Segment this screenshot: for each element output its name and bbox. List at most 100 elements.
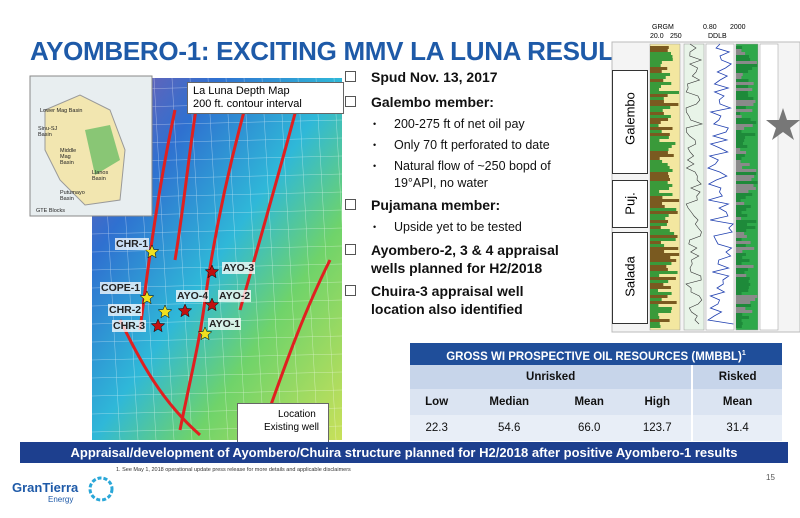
well-star [204,264,220,279]
log-band [736,307,746,310]
group-header: Unrisked [410,365,694,389]
log-band [650,199,680,202]
log-band [650,79,664,82]
column-header: Mean [574,396,604,408]
sub-bullet: 200-275 ft of net oil pay [371,116,601,133]
basin [85,125,120,175]
track-header: GRGM [652,24,674,31]
log-band [650,70,662,73]
inset-label: Sinu-SJ Basin [38,126,58,138]
log-band [650,316,660,319]
log-band [650,85,661,88]
log-tracks [649,43,779,331]
log-band [650,244,665,247]
zone-label: Galembo [622,92,638,145]
grid-line [315,77,337,441]
log-band [650,250,665,253]
inset-label: GTE Blocks [36,208,66,214]
log-band [650,88,660,91]
log-band [736,91,748,94]
log-band [736,121,757,124]
log-curve [707,43,734,325]
log-band [736,274,747,277]
resource-table: GROSS WI PROSPECTIVE OIL RESOURCES (MMBB… [410,343,782,441]
log-band [650,313,659,316]
log-band [736,301,751,304]
banner: Appraisal/development of Ayombero/Chuira… [20,442,788,463]
grid-line [189,77,211,441]
log-band [736,136,746,139]
log-band [650,103,679,106]
bullet-text: Pujamana member: [371,197,501,213]
log-band [650,253,680,256]
log-band [650,229,670,232]
well-star [157,304,173,319]
log-band [736,220,757,223]
log-band [650,115,671,118]
track-header: 250 [670,33,682,40]
log-band [736,61,757,64]
table-cell: 22.3 [425,422,448,434]
log-band [736,133,756,136]
log-band [650,310,672,313]
map-title-box: La Luna Depth Map 200 ft. contour interv… [187,82,344,114]
log-band [650,172,669,175]
track-header: 20.0 [650,33,664,40]
table-superscript: 1 [741,350,746,357]
log-band [736,115,742,118]
zone-label: Puj. [622,192,638,215]
column-header: Median [489,396,530,408]
grid-line [91,353,343,361]
log-band [736,58,751,61]
log-band [650,118,669,121]
log-band [736,304,752,307]
page-number: 15 [766,473,775,482]
table-cell: 66.0 [577,422,601,434]
log-band [650,322,660,325]
log-band [650,151,668,154]
bullet-text: Galembo member: [371,94,494,110]
log-band [736,94,749,97]
log-band [650,91,680,94]
track-header: 0.80 [703,24,717,31]
zone-box: Salada [612,232,648,324]
log-band [736,118,751,121]
grid-line [91,389,343,397]
log-band [650,139,660,142]
log-band [736,88,753,91]
log-band [736,250,743,253]
bullet: Ayombero-2, 3 & 4 appraisal wells planne… [345,241,585,277]
log-band [650,280,669,283]
grid-line [91,245,343,253]
log-band [736,76,742,79]
column-header: Low [425,396,449,408]
log-band [736,130,742,133]
bullet: Pujamana member: [345,196,600,214]
log-band [736,148,741,151]
log-band [650,325,661,328]
log-band [650,232,675,235]
log-band [650,49,668,52]
log-track [759,43,779,331]
zone-box: Puj. [612,180,648,228]
log-band [736,196,746,199]
log-band [650,304,659,307]
group-header: Risked [718,371,757,383]
log-band [736,229,747,232]
log-band [736,145,748,148]
well-label: AYO-1 [208,318,242,330]
logo-mark [88,476,114,502]
log-star [766,108,800,140]
log-band [650,100,664,103]
log-band [650,241,661,244]
log-band [736,175,755,178]
logo-sub: Energy [48,495,74,504]
log-band [650,136,669,139]
log-band [736,187,756,190]
log-band [650,46,669,49]
log-band [650,112,664,115]
log-band [736,262,742,265]
log-band [736,244,746,247]
log-band [736,49,742,52]
